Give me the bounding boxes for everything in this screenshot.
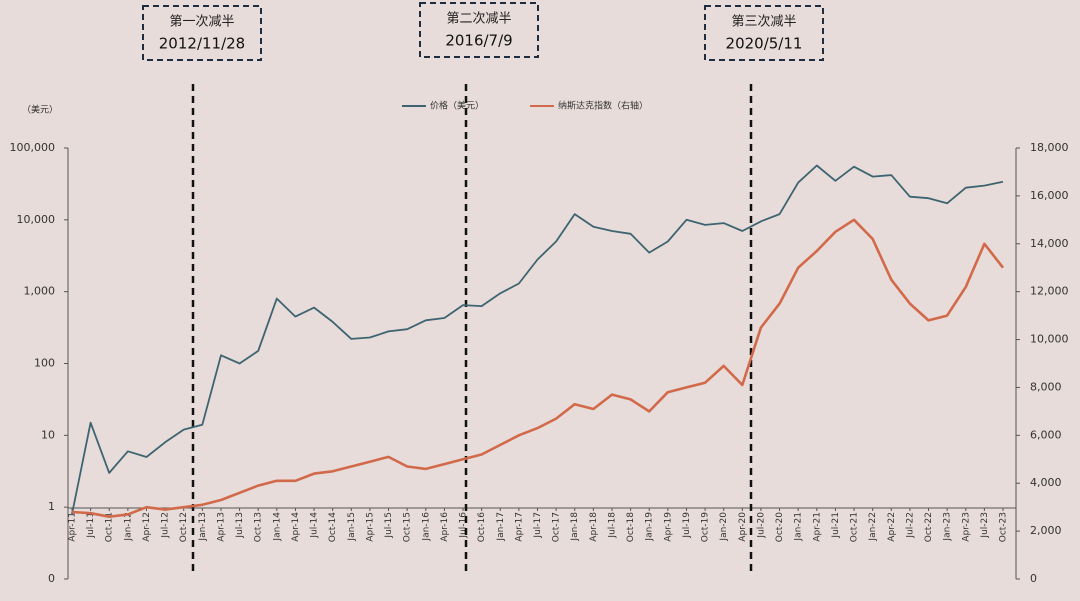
x-tick-label: Apr-21 (812, 512, 822, 542)
annotation-box (142, 5, 262, 61)
y2-tick-label: 14,000 (1030, 237, 1069, 250)
x-tick-label: Jul-11 (86, 512, 96, 539)
y-tick-label: 10 (41, 428, 55, 441)
x-tick-label: Jul-13 (235, 512, 245, 539)
x-tick-label: Apr-11 (68, 512, 78, 542)
x-tick-label: Oct-20 (775, 512, 785, 543)
x-tick-label: Apr-14 (291, 512, 301, 542)
x-tick-label: Jan-21 (794, 512, 804, 542)
x-tick-label: Oct-11 (105, 512, 115, 542)
y2-tick-label: 18,000 (1030, 141, 1069, 154)
legend-label: 纳斯达克指数（右轴） (558, 100, 648, 112)
y2-tick-label: 10,000 (1030, 333, 1069, 346)
annotation-box (419, 2, 539, 58)
x-tick-label: Oct-13 (254, 512, 264, 542)
x-tick-label: Jan-23 (943, 512, 953, 542)
series-line (71, 164, 1004, 515)
y-tick-label: 100 (34, 357, 55, 370)
legend-label: 价格（美元） (430, 100, 484, 112)
x-tick-label: Jul-17 (533, 512, 543, 539)
y-tick-label: 10,000 (17, 213, 56, 226)
y-tick-label: 100,000 (10, 141, 56, 154)
x-tick-label: Jan-19 (645, 512, 655, 542)
x-tick-label: Jul-21 (831, 512, 841, 539)
x-tick-label: Apr-18 (589, 512, 599, 542)
x-tick-label: Jan-22 (868, 512, 878, 542)
y-tick-label: 1 (48, 500, 55, 513)
x-tick-label: Oct-18 (626, 512, 636, 543)
x-tick-label: Apr-12 (142, 512, 152, 542)
annotation-date: 2016/7/9 (445, 32, 512, 50)
x-tick-label: Jan-17 (496, 512, 506, 542)
x-tick-label: Jul-22 (905, 512, 915, 539)
y2-tick-label: 12,000 (1030, 285, 1069, 298)
y2-tick-label: 4,000 (1030, 476, 1062, 489)
annotation-label: 第二次减半 (446, 11, 511, 27)
y2-tick-label: 6,000 (1030, 428, 1062, 441)
y2-tick-label: 0 (1030, 572, 1037, 585)
x-tick-label: Jan-13 (198, 512, 208, 542)
x-tick-label: Apr-16 (440, 512, 450, 542)
x-tick-label: Apr-23 (961, 512, 971, 542)
y2-tick-label: 16,000 (1030, 189, 1069, 202)
x-tick-label: Oct-14 (328, 512, 338, 543)
y-tick-label: 1,000 (24, 285, 56, 298)
x-tick-label: Jul-15 (384, 512, 394, 539)
annotation-box (704, 5, 824, 61)
x-tick-label: Jul-23 (980, 512, 990, 539)
annotation-label: 第三次减半 (731, 14, 796, 30)
x-tick-label: Jul-20 (756, 512, 766, 539)
y-axis-label: （美元） (22, 104, 58, 116)
annotation-date: 2012/11/28 (159, 35, 245, 53)
y2-tick-label: 8,000 (1030, 380, 1062, 393)
y2-tick-label: 2,000 (1030, 524, 1062, 537)
x-tick-label: Jan-16 (421, 512, 431, 542)
x-tick-label: Apr-22 (887, 512, 897, 542)
x-tick-label: Oct-19 (701, 512, 711, 543)
x-tick-label: Oct-17 (552, 512, 562, 542)
x-tick-label: Jul-19 (682, 512, 692, 539)
x-tick-label: Jul-14 (310, 512, 320, 539)
annotation-label: 第一次减半 (169, 14, 234, 30)
series-line (71, 218, 1005, 518)
x-tick-label: Oct-22 (924, 512, 934, 542)
x-tick-label: Oct-12 (179, 512, 189, 542)
annotation-date: 2020/5/11 (726, 35, 803, 53)
x-tick-label: Oct-16 (477, 512, 487, 543)
y-tick-label: 0 (48, 572, 55, 585)
x-tick-label: Oct-15 (403, 512, 413, 542)
x-tick-label: Jan-18 (570, 512, 580, 542)
x-tick-label: Apr-20 (738, 512, 748, 542)
x-tick-label: Apr-15 (365, 512, 375, 542)
x-tick-label: Jul-18 (607, 512, 617, 539)
x-tick-label: Jan-20 (719, 512, 729, 542)
x-tick-label: Jan-12 (123, 512, 133, 542)
x-tick-label: Oct-21 (850, 512, 860, 542)
x-tick-label: Apr-13 (216, 512, 226, 542)
x-tick-label: Jan-14 (272, 512, 282, 542)
x-tick-label: Jul-16 (459, 512, 469, 539)
x-tick-label: Jul-12 (161, 512, 171, 539)
x-tick-label: Jan-15 (347, 512, 357, 542)
x-tick-label: Apr-19 (663, 512, 673, 542)
x-tick-label: Apr-17 (514, 512, 524, 542)
x-tick-label: Oct-23 (999, 512, 1009, 542)
